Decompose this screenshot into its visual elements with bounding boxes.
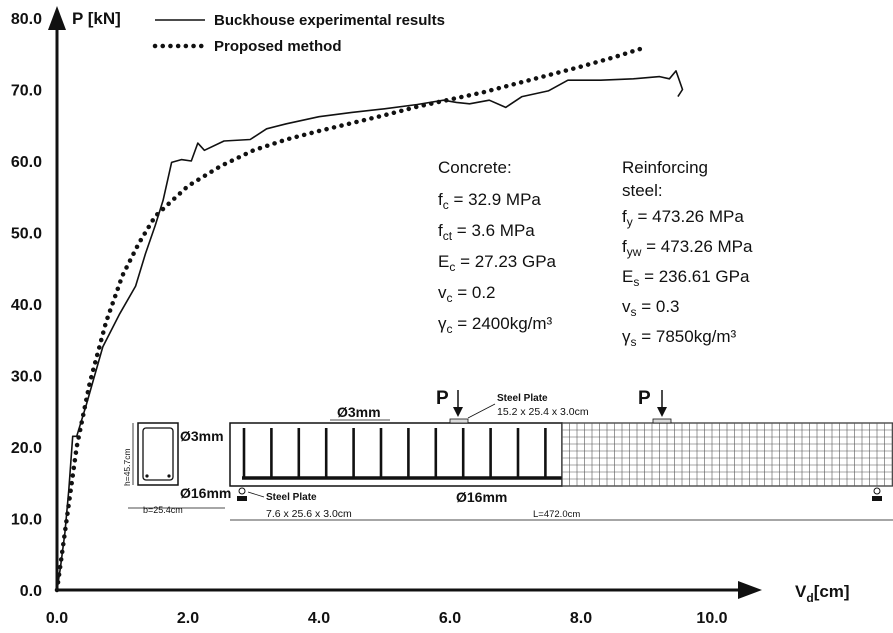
steel-es: Es = 236.61 GPa [622, 267, 750, 289]
bottom-bar-label: Ø16mm [456, 489, 507, 505]
y-tick-label: 10.0 [11, 512, 42, 529]
legend-label-experimental: Buckhouse experimental results [214, 12, 445, 29]
section-bar-label: Ø16mm [180, 485, 231, 501]
length-label: L=472.0cm [533, 509, 580, 520]
beam-elevation: Ø3mm Ø16mm P P Steel Plate 15.2 x 25.4 x… [229, 388, 893, 521]
support-plate-leader [247, 491, 265, 498]
x-axis-title-subscript: d [806, 591, 813, 605]
x-tick-label: 6.0 [439, 610, 461, 627]
section-bar-right [167, 474, 171, 478]
concrete-fc: fc = 32.9 MPa [438, 190, 541, 212]
support-right-base [872, 496, 882, 501]
x-axis-title-symbol: V [795, 582, 807, 601]
concrete-properties: Concrete: fc = 32.9 MPa fct = 3.6 MPa Ec… [438, 158, 557, 336]
concrete-vc: vc = 0.2 [438, 283, 496, 305]
y-tick-label: 30.0 [11, 369, 42, 386]
x-axis-arrow [738, 581, 762, 599]
support-right-roller [873, 487, 881, 495]
y-axis-title: P [kN] [72, 9, 121, 28]
loading-plate-1 [449, 418, 469, 424]
top-plate-leader [467, 403, 496, 419]
load-arrow-2-head [657, 407, 667, 417]
legend: Buckhouse experimental results Proposed … [152, 12, 445, 55]
steel-fyw: fyw = 473.26 MPa [622, 237, 753, 259]
steel-heading-2: steel: [622, 181, 663, 200]
y-tick-label: 0.0 [20, 583, 42, 600]
section-outline [137, 422, 179, 486]
legend-label-proposed: Proposed method [214, 38, 342, 55]
steel-fy: fy = 473.26 MPa [622, 207, 744, 229]
concrete-ec: Ec = 27.23 GPa [438, 252, 557, 274]
series-line-experimental [56, 70, 684, 591]
finite-element-mesh [561, 422, 893, 487]
support-plate-title: Steel Plate [266, 492, 317, 503]
beam-outline-left [229, 422, 563, 487]
support-left-roller [238, 487, 246, 495]
y-axis-arrow [48, 6, 66, 30]
steel-gamma: γs = 7850kg/m³ [622, 327, 737, 349]
top-plate-dims: 15.2 x 25.4 x 3.0cm [497, 406, 589, 418]
series-line-proposed-method [54, 45, 646, 593]
axis-ticks: 0.0 2.0 4.0 6.0 8.0 10.0 0.0 10.0 20.0 30.0 40.0 50… [11, 11, 728, 627]
beam-diagram: Ø3mm Ø16mm h=45.7cm b=25.4cm Ø3mm Ø16mm … [122, 388, 893, 521]
y-tick-label: 50.0 [11, 226, 42, 243]
x-tick-label: 2.0 [177, 610, 199, 627]
stirrup-label: Ø3mm [337, 404, 381, 420]
stirrups [242, 428, 547, 478]
concrete-heading: Concrete: [438, 158, 512, 177]
top-plate-title: Steel Plate [497, 393, 548, 404]
concrete-fct: fct = 3.6 MPa [438, 221, 535, 243]
y-tick-label: 60.0 [11, 154, 42, 171]
section-stirrup-label: Ø3mm [180, 428, 224, 444]
steel-properties: Reinforcing steel: fy = 473.26 MPa fyw =… [622, 158, 753, 349]
load-arrow-1-head [453, 407, 463, 417]
support-plate-dims: 7.6 x 25.6 x 3.0cm [266, 508, 352, 520]
y-tick-label: 40.0 [11, 297, 42, 314]
y-tick-label: 20.0 [11, 440, 42, 457]
x-tick-label: 4.0 [308, 610, 330, 627]
section-stirrup [142, 427, 174, 481]
series-layer [54, 45, 684, 593]
load-label-2: P [638, 388, 651, 409]
section-bar-left [145, 474, 149, 478]
x-tick-label: 0.0 [46, 610, 68, 627]
concrete-gamma: γc = 2400kg/m³ [438, 314, 553, 336]
y-tick-label: 70.0 [11, 83, 42, 100]
x-axis-title-unit: [cm] [814, 582, 850, 601]
y-tick-label: 80.0 [11, 11, 42, 28]
x-tick-label: 8.0 [570, 610, 592, 627]
load-label-1: P [436, 388, 449, 409]
support-left-base [237, 496, 247, 501]
steel-vs: vs = 0.3 [622, 297, 680, 319]
x-tick-label: 10.0 [696, 610, 727, 627]
axes: 0.0 2.0 4.0 6.0 8.0 10.0 0.0 10.0 20.0 30.0 40.0 50… [11, 6, 762, 627]
beam-cross-section: Ø3mm Ø16mm h=45.7cm b=25.4cm [122, 422, 231, 515]
x-axis-title: Vd[cm] [795, 582, 850, 605]
width-label: b=25.4cm [143, 505, 183, 515]
height-label: h=45.7cm [122, 448, 132, 486]
beam-outline-mesh [561, 422, 893, 487]
loading-plate-2 [652, 418, 672, 424]
steel-heading-1: Reinforcing [622, 158, 708, 177]
